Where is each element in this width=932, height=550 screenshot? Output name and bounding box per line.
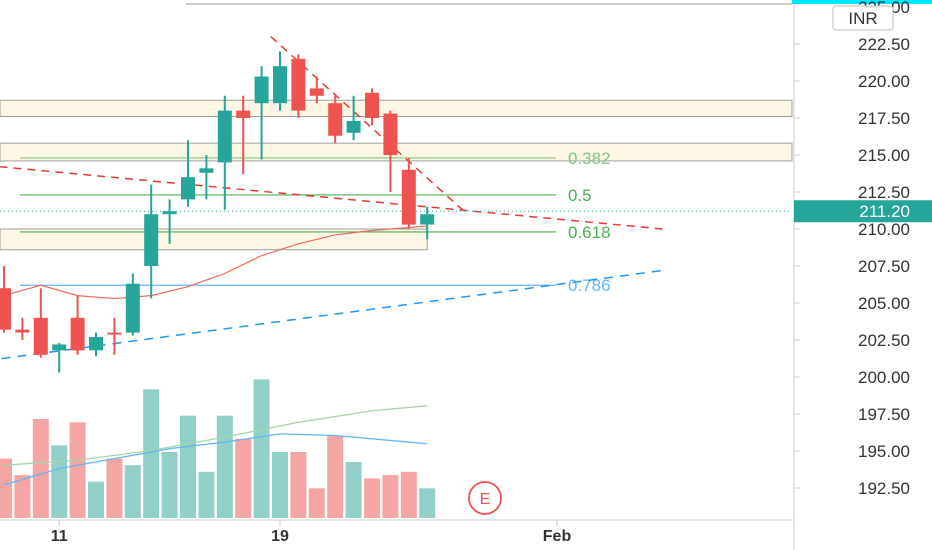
candle-body[interactable]	[125, 283, 140, 333]
price-tick-label: 215.00	[858, 146, 910, 165]
volume-bar	[364, 478, 380, 518]
volume-bar	[161, 452, 178, 518]
candle-body[interactable]	[254, 76, 269, 104]
volume-bar	[327, 435, 344, 518]
price-tick-label: 197.50	[858, 405, 910, 424]
volume-bar	[0, 458, 12, 518]
price-tick-label: 192.50	[858, 479, 910, 498]
candle-body[interactable]	[181, 177, 195, 200]
price-tick-label: 195.00	[858, 442, 910, 461]
candle-body[interactable]	[0, 288, 11, 330]
price-tick-label: 220.00	[858, 72, 910, 91]
volume-bar	[419, 488, 436, 518]
volume-bar	[124, 465, 141, 518]
volume-bar	[180, 415, 196, 518]
candle-body[interactable]	[162, 211, 177, 215]
currency-badge-label: INR	[848, 9, 877, 28]
candle-body[interactable]	[70, 317, 85, 351]
volume-bar	[216, 415, 233, 518]
fib-level-label: 0.382	[568, 149, 611, 168]
volume-ma-fast-line	[3, 433, 428, 486]
volume-bar	[400, 471, 417, 518]
candle-body[interactable]	[33, 317, 48, 355]
currency-badge[interactable]	[832, 5, 894, 31]
candle-body[interactable]	[365, 92, 379, 118]
price-tick-label: 222.50	[858, 35, 910, 54]
volume-bar	[345, 461, 362, 518]
candle-body[interactable]	[309, 88, 324, 96]
volume-bar	[382, 475, 399, 518]
candle-body[interactable]	[401, 169, 416, 225]
trendline[interactable]	[0, 165, 663, 230]
price-tick-label: 210.00	[858, 220, 910, 239]
volume-bar	[69, 422, 86, 518]
fib-level-label: 0.5	[568, 186, 592, 205]
price-tick-label: 200.00	[858, 368, 910, 387]
candle-body[interactable]	[107, 332, 122, 335]
volume-bar	[235, 438, 252, 518]
candle-body[interactable]	[199, 168, 214, 173]
price-tick-label: 202.50	[858, 331, 910, 350]
volume-bar	[290, 452, 307, 518]
candle-body[interactable]	[236, 110, 251, 118]
time-tick-label: Feb	[543, 528, 572, 545]
volume-bar	[272, 452, 288, 518]
volume-bar	[51, 445, 68, 518]
candle-body[interactable]	[52, 344, 67, 351]
volume-bar	[198, 471, 215, 518]
volume-bar	[106, 458, 123, 518]
time-tick-label: 11	[51, 528, 68, 545]
fib-level-label: 0.618	[568, 223, 611, 242]
candle-body[interactable]	[89, 337, 103, 351]
volume-bar	[253, 379, 270, 518]
last-price-badge	[794, 200, 932, 223]
volume-bar	[14, 475, 31, 518]
candle-body[interactable]	[144, 214, 159, 266]
candle-body[interactable]	[383, 113, 398, 155]
candle-body[interactable]	[291, 58, 306, 111]
time-tick-label: 19	[271, 528, 289, 545]
volume-bar	[32, 419, 49, 518]
candle-body[interactable]	[420, 214, 435, 225]
price-tick-label: 217.50	[858, 109, 910, 128]
earnings-event-label: E	[480, 491, 491, 508]
candle-body[interactable]	[15, 329, 30, 333]
candle-body[interactable]	[273, 66, 287, 104]
volume-ma-slow-line	[3, 405, 428, 466]
volume-bar	[143, 389, 160, 518]
price-tick-label: 205.00	[858, 294, 910, 313]
candle-body[interactable]	[328, 103, 343, 136]
price-tick-label: 212.50	[858, 183, 910, 202]
last-price-label: 211.20	[859, 202, 910, 221]
price-tick-label: 207.50	[858, 257, 910, 276]
candle-body[interactable]	[346, 120, 361, 133]
volume-bar	[88, 481, 104, 518]
fib-level-label: 0.786	[568, 276, 611, 295]
candle-body[interactable]	[217, 110, 232, 163]
earnings-event-marker[interactable]	[468, 481, 502, 515]
volume-bar	[308, 488, 325, 518]
top-accent-bar	[792, 0, 932, 4]
